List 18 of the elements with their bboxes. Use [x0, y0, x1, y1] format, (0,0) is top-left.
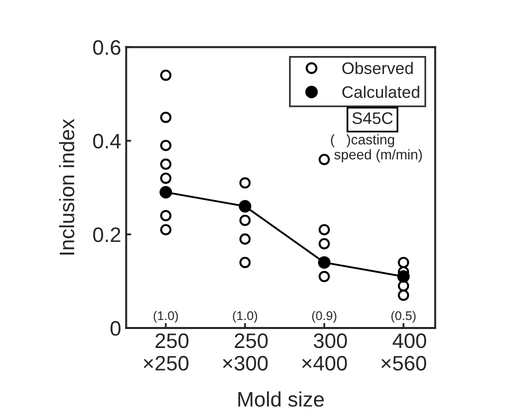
- legend-label: Observed: [342, 62, 413, 74]
- annotation: (1.0): [154, 310, 178, 323]
- annotation: (0.5): [391, 310, 416, 323]
- y-tick-label: 0: [110, 321, 120, 336]
- annotation: ( )casting speed (m/min): [330, 134, 422, 162]
- x-axis-title: Mold size: [238, 391, 324, 407]
- y-tick-label: 0.2: [93, 227, 120, 242]
- y-tick-label: 0.4: [93, 134, 121, 149]
- annotation: (0.9): [312, 310, 336, 323]
- x-tick-label: 400 ×560: [381, 333, 426, 371]
- x-tick-label: 300 ×400: [302, 333, 347, 371]
- x-tick-label: 250 ×300: [223, 333, 268, 371]
- x-tick-label: 250 ×250: [144, 333, 188, 371]
- legend-label: Calculated: [342, 86, 420, 98]
- y-axis-title: Inclusion index: [59, 118, 74, 255]
- annotation: S45C: [352, 112, 393, 124]
- annotation: (1.0): [232, 310, 258, 323]
- y-tick-label: 0.6: [93, 40, 120, 55]
